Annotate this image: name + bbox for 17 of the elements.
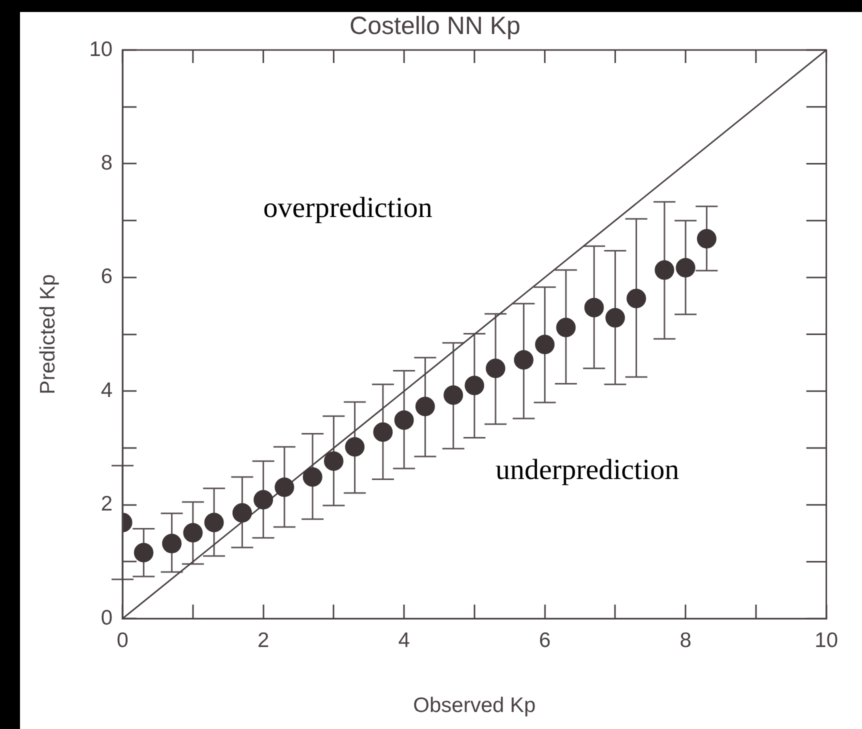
x-tick-label: 2 <box>257 628 270 652</box>
annotation: overprediction <box>263 192 432 226</box>
y-tick-label: 10 <box>89 38 113 61</box>
x-tick-label: 0 <box>116 628 128 652</box>
y-tick-label: 4 <box>100 378 113 402</box>
y-tick-label: 0 <box>100 606 113 630</box>
x-tick-label: 4 <box>398 628 410 652</box>
x-axis-title: Observed Kp <box>413 694 536 718</box>
annotation: underprediction <box>496 454 680 487</box>
x-tick-label: 6 <box>538 628 551 652</box>
y-tick-label: 8 <box>100 152 113 175</box>
x-tick-label: 10 <box>814 628 838 652</box>
chart-title: Costello NN Kp <box>350 12 520 40</box>
y-tick-label: 2 <box>100 492 113 516</box>
y-tick-label: 6 <box>100 265 113 288</box>
x-tick-label: 8 <box>680 628 692 652</box>
y-axis-title: Predicted Kp <box>36 274 60 394</box>
